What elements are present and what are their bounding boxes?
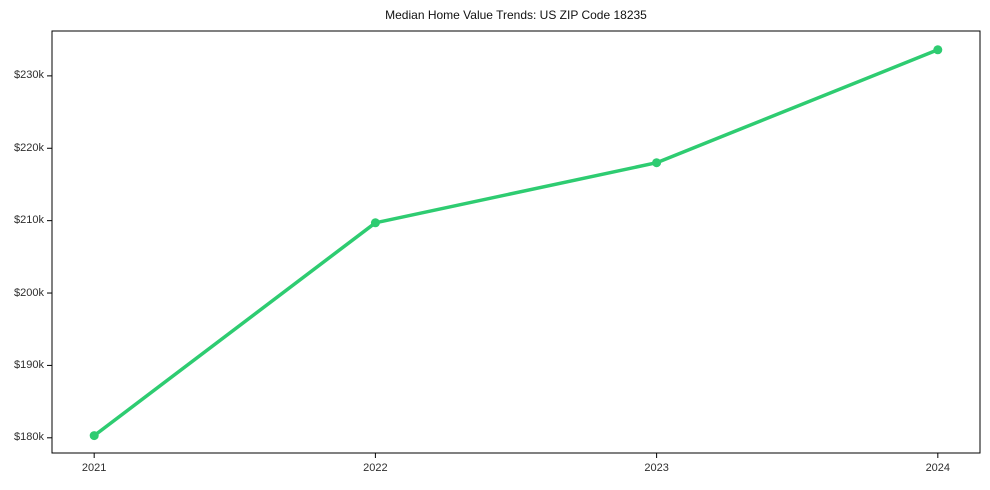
data-point-marker xyxy=(89,431,99,441)
axis-tick-marks xyxy=(47,75,939,458)
data-point-marker xyxy=(652,158,662,168)
x-axis-tick-label: 2023 xyxy=(644,462,669,474)
series-line xyxy=(92,48,940,438)
data-point-marker xyxy=(370,218,380,228)
y-axis-tick-label: $210k xyxy=(14,214,44,227)
y-axis-tick-label: $200k xyxy=(14,286,44,299)
data-point-marker xyxy=(933,45,943,55)
chart-title: Median Home Value Trends: US ZIP Code 18… xyxy=(385,8,647,22)
data-point-markers xyxy=(89,45,943,441)
y-axis-tick-label: $180k xyxy=(14,431,44,444)
x-axis-tick-label: 2024 xyxy=(925,462,951,474)
y-axis-tick-label: $220k xyxy=(14,141,44,154)
plot-border xyxy=(51,30,981,454)
y-axis-tick-label: $230k xyxy=(14,69,44,82)
x-axis-tick-label: 2022 xyxy=(363,462,388,474)
x-axis-tick-label: 2021 xyxy=(81,462,107,474)
y-axis-tick-label: $190k xyxy=(14,358,44,371)
